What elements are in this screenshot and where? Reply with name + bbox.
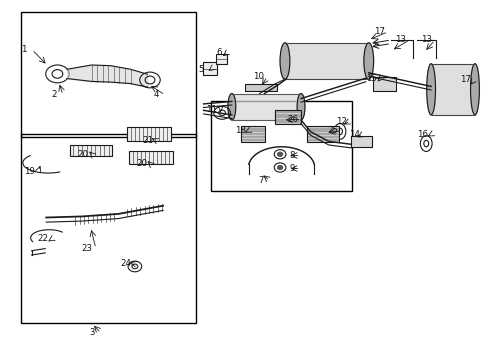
Text: 15: 15 [366,74,377,83]
Ellipse shape [278,152,283,156]
Text: 22: 22 [38,234,49,243]
Text: 19: 19 [24,167,35,176]
Text: 3: 3 [89,328,95,337]
Text: 20: 20 [136,159,147,168]
Bar [211,102,352,191]
Bar [275,110,300,124]
Text: 8: 8 [289,151,294,160]
Ellipse shape [228,94,236,120]
Bar [203,63,217,75]
Text: 9: 9 [289,164,294,173]
Text: 2: 2 [51,90,57,99]
Text: 4: 4 [153,90,159,99]
Text: 26: 26 [287,115,298,124]
Text: 16: 16 [417,130,428,139]
Bar [431,64,475,115]
Text: 18: 18 [235,126,245,135]
Bar [351,136,372,147]
Ellipse shape [427,64,436,115]
Text: 10: 10 [253,72,264,81]
Text: 20: 20 [78,150,89,159]
Text: 14: 14 [349,130,360,139]
Text: 21: 21 [142,136,153,145]
Bar [245,84,277,91]
Text: 17: 17 [374,27,385,36]
Ellipse shape [364,43,374,79]
Text: 13: 13 [395,36,406,45]
Bar [21,12,196,137]
Bar [285,43,369,79]
Bar [373,77,396,91]
Text: 11: 11 [206,105,218,114]
Bar [21,134,196,323]
Text: 25: 25 [327,126,338,135]
Ellipse shape [470,64,479,115]
Ellipse shape [297,94,305,120]
Ellipse shape [278,166,283,170]
Text: 24: 24 [121,260,132,269]
Bar [241,126,266,142]
Bar [307,126,339,142]
Text: 17: 17 [460,76,471,85]
Bar [129,151,173,163]
Bar [216,54,227,64]
Text: 7: 7 [258,176,264,185]
Text: 6: 6 [217,48,222,57]
Text: 12: 12 [336,117,347,126]
Ellipse shape [280,43,290,79]
Text: 23: 23 [82,244,93,253]
Text: 5: 5 [198,66,204,75]
Bar [70,145,113,156]
Bar [232,94,301,120]
Text: 1: 1 [21,45,26,54]
Text: 13: 13 [421,36,432,45]
Bar [127,127,171,141]
